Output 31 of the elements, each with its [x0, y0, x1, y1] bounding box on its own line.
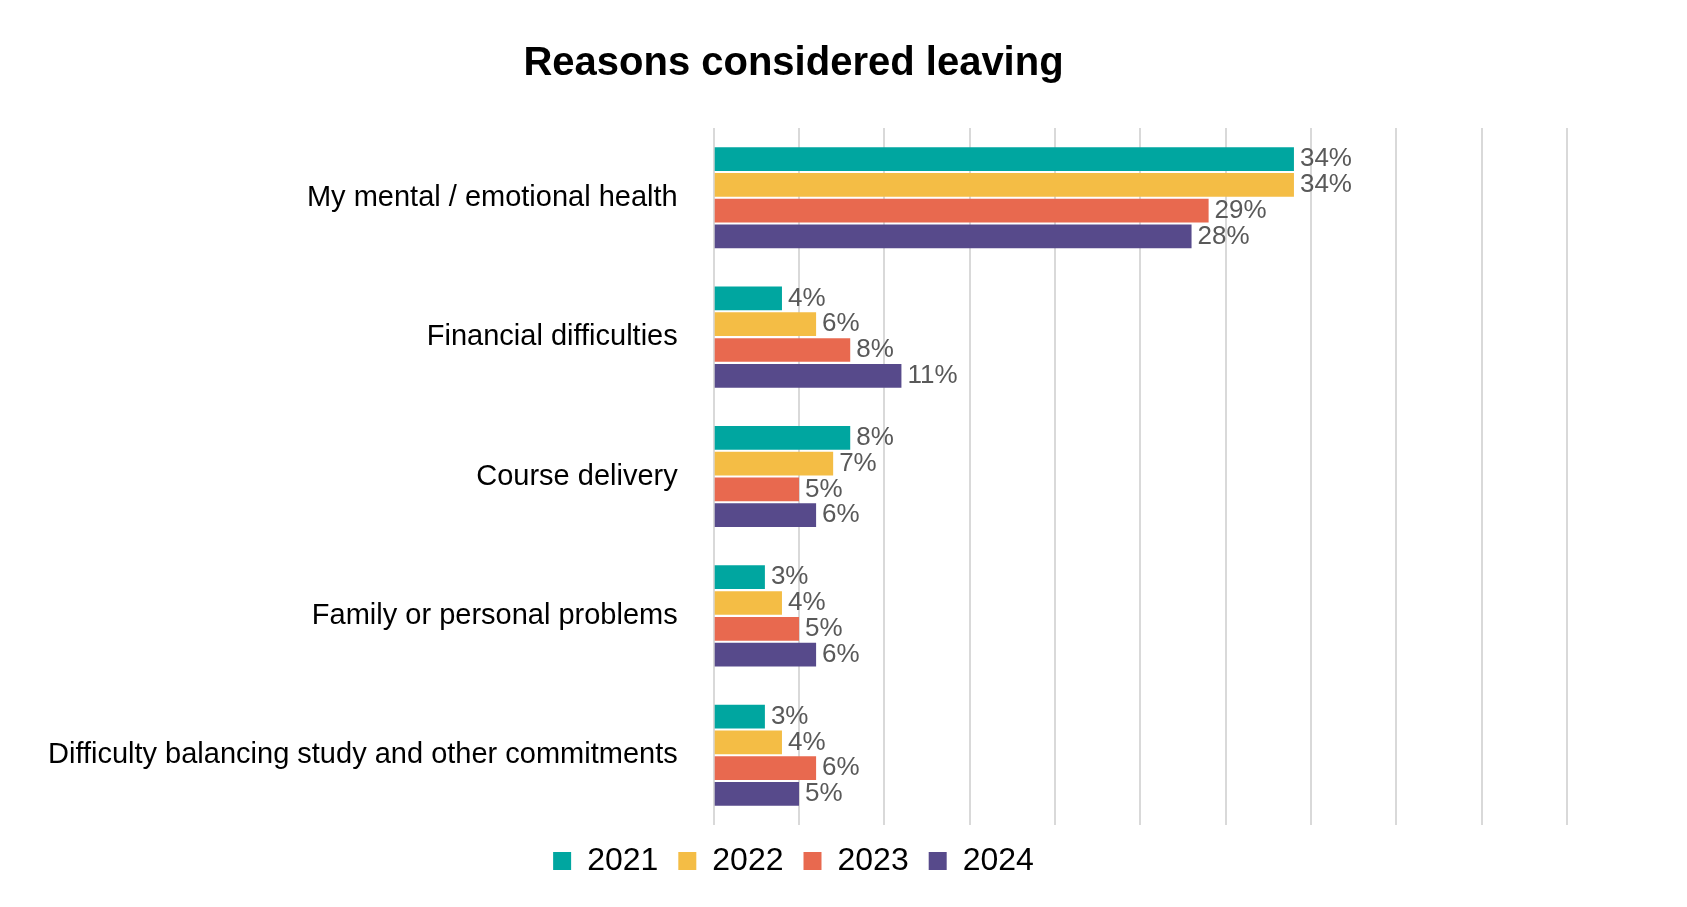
- legend-label: 2022: [712, 840, 784, 877]
- bar: [714, 363, 902, 388]
- legend-label: 2024: [962, 840, 1034, 877]
- y-tick-label: Difficulty balancing study and other commitments: [48, 737, 678, 770]
- y-tick-label: Financial difficulties: [426, 319, 678, 352]
- bar: [714, 704, 765, 729]
- bar: [714, 286, 782, 311]
- legend-label: 2021: [587, 840, 659, 877]
- bar: [714, 425, 851, 450]
- bar: [714, 338, 851, 362]
- bar: [714, 756, 817, 781]
- bar: [714, 782, 800, 806]
- bar: [714, 198, 1209, 223]
- bar: [714, 730, 782, 755]
- bar: [714, 172, 1294, 197]
- bar: [714, 565, 765, 590]
- bar: [714, 451, 834, 476]
- bar: [714, 147, 1294, 171]
- bar: [714, 642, 817, 667]
- bar: [714, 477, 800, 502]
- bar: [714, 224, 1192, 249]
- data-label: 11%: [907, 358, 958, 389]
- y-tick-label: Family or personal problems: [311, 597, 678, 630]
- y-tick-label: My mental / emotional health: [306, 179, 678, 212]
- legend-label: 2023: [837, 840, 909, 877]
- y-tick-label: Course delivery: [476, 458, 679, 491]
- bar: [714, 591, 782, 615]
- chart-title: Reasons considered leaving: [523, 39, 1064, 84]
- bar: [714, 312, 817, 337]
- bar: [714, 503, 817, 528]
- bar: [714, 616, 800, 641]
